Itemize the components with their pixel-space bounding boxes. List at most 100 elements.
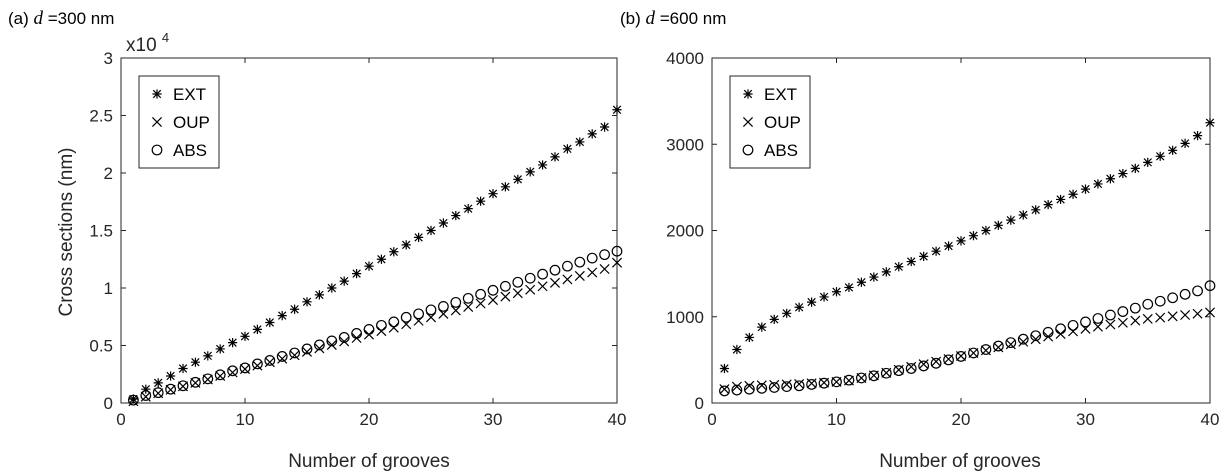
panel-a-abs-point [537,268,548,280]
panel-a-ext-point [215,344,225,354]
panel-a-oup-point [339,336,350,347]
panel-a-abs-point [462,292,474,304]
panel-b-oup-point [1204,307,1216,318]
panel-b-ext-point-shape [956,236,966,246]
panel-a-ext-point [612,105,622,115]
panel-a-abs-point-shape [301,343,313,355]
panel-b-abs-point-shape [731,384,743,396]
panel-b-abs-point [955,351,967,362]
panel-b-abs-point [1092,313,1104,324]
panel-b-ext-point [732,344,742,355]
panel-a-abs-point [438,301,449,312]
panel-b-oup-point-shape [1005,339,1016,350]
panel-b-ext-point-shape [1056,194,1066,205]
panel-a-ext-point [451,210,461,221]
panel-a-legend-marker-abs [151,144,163,156]
panel-a-abs-point [475,288,487,300]
panel-b-oup-point-shape [1155,312,1166,323]
panel-b-ext-point-shape [1180,138,1190,148]
panel-b-ext-point-shape [869,272,879,282]
panel-b-abs-point [793,380,805,392]
panel-b-ext-point [919,251,929,261]
panel-b-abs-point-shape [1104,309,1116,321]
panel-a-ext-point [352,269,362,279]
panel-a-ext-point [203,351,213,361]
panel-a-ext-point [414,232,424,242]
panel-b-abs-point-shape [1129,302,1141,314]
panel-a-ext-point [327,283,337,293]
panel-b-x-tick-label: 0 [707,410,716,429]
panel-b-abs-point [1104,309,1116,321]
panel-b-legend-marker-oup [742,116,754,128]
panel-a-oup-point [463,301,474,312]
panel-a-abs-point [165,383,177,395]
panel-a-ext-point-shape [277,311,287,321]
panel-a-oup-point [475,298,486,309]
panel-b-abs-point [980,344,992,355]
panel-b-ext-point-shape [757,322,767,332]
panel-b-abs-point [1042,326,1054,338]
panel-a-ext-point-shape [488,189,498,199]
panel-a-ext-point-shape [265,317,275,328]
panel-a-abs-point [500,280,511,292]
panel-b-ext-point [931,246,941,256]
panel-b-ext-point-shape [906,256,916,267]
panel-b-abs-point [743,383,755,395]
panel-b-abs-point [843,374,855,386]
panel-a-y-tick-label: 1 [104,279,113,298]
panel-b-abs-point-shape [719,385,730,397]
panel-b-ext-point [1143,157,1153,167]
panel-b-abs-point-shape [918,360,930,372]
panel-b-abs-point [1129,302,1141,314]
panel-a-abs-point-shape [251,358,263,370]
panel-a-abs-point [189,376,201,388]
panel-a-ext-point-shape [190,357,200,367]
panel-a-ext-point [426,225,436,236]
panel-b-title-value: =600 nm [660,9,727,28]
panel-a-oup-point [487,295,499,306]
panel-a-ext-point [376,254,386,264]
panel-a-ext-point-shape [178,363,188,374]
panel-a-series-abs [127,245,623,406]
panel-b-abs-point-shape [1192,285,1203,297]
panel-a-ext-point-shape [364,261,374,271]
panel-a-oup-point-shape [388,322,399,333]
panel-a-legend-marker-oup [151,116,163,128]
panel-a-ext-point [166,371,176,381]
panel-b-ext-point [819,292,829,302]
panel-a-abs-point [214,369,226,381]
panel-a-oup-point-shape [264,357,275,368]
panel-a-title-value: =300 nm [48,9,115,28]
panel-a-ext-point [153,378,163,388]
panel-a-abs-point-shape [562,260,573,272]
panel-b-oup-point-shape [1180,310,1191,321]
panel-a-oup-point [512,288,523,299]
panel-a-abs-point [239,362,251,374]
panel-a-ext-point-shape [426,225,436,236]
panel-a-abs-point-shape [425,304,437,316]
panel-a-abs-point-shape [314,339,325,351]
panel-a-ext-point [575,137,585,147]
panel-a-abs-point-shape [611,245,623,257]
panel-a-oup-point [525,284,536,295]
panel-a-abs-point [549,264,561,276]
panel-a-ext-point-shape [600,122,610,132]
panel-a-ext-point [600,122,610,132]
panel-b-oup-point-shape [1167,311,1178,322]
panel-a-oup-point-shape [562,274,573,285]
panel-a-y-tick-label: 2.5 [89,107,113,126]
panel-a-oup-point [252,360,263,371]
panel-a-oup-point [574,270,585,281]
panel-a-oup-point-shape [314,343,325,354]
panel-b-oup-point-shape [1204,307,1216,318]
panel-a-abs-point-shape [413,308,425,320]
panel-b-abs-point [1204,280,1216,292]
panel-a-oup-point-shape [512,288,523,299]
panel-b-abs-point-shape [1167,292,1179,304]
panel-a-ext-point-shape [252,324,262,334]
panel-b-y-tick-label: 3000 [666,135,704,154]
panel-b-abs-point-shape [1080,316,1091,328]
panel-b-abs-point-shape [768,382,780,393]
panel-b-abs-point-shape [1092,313,1104,324]
panel-a-legend-label-abs: ABS [173,141,207,160]
